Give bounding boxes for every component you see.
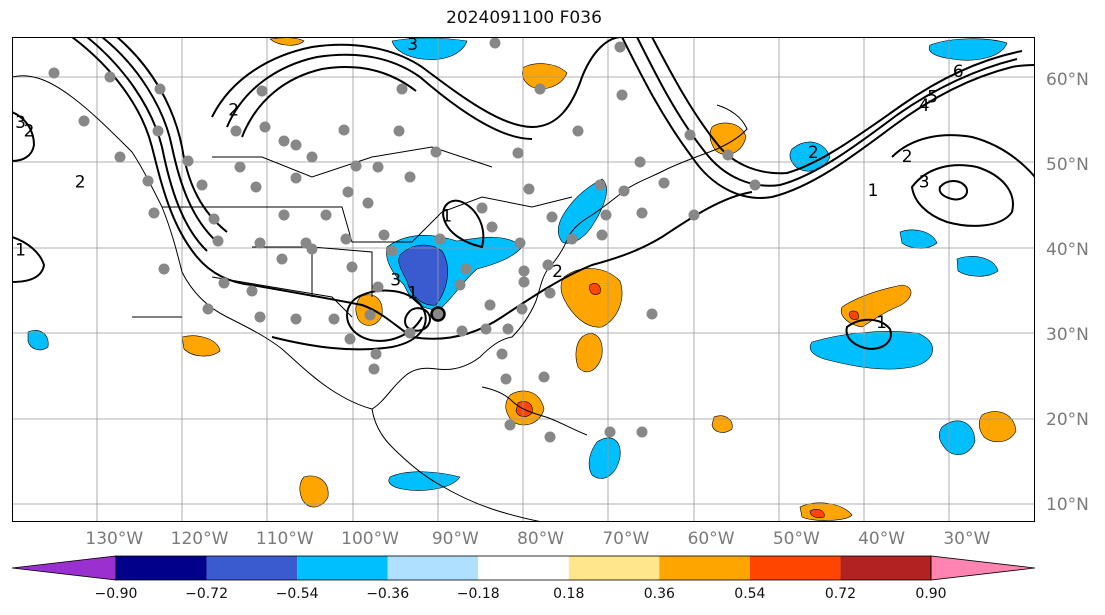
contour-label: 3 [15,113,26,133]
colorbar-label: 0.18 [553,586,585,602]
colorbar-segment [478,556,569,580]
colorbar-segment [749,556,841,580]
colorbar-label: 0.36 [643,586,675,602]
colorbar-segment [297,556,388,580]
latitude-label: 10°N [1046,494,1089,515]
contour-label: 2 [24,122,35,142]
contour-label: 6 [953,62,964,82]
contour-label: 2 [228,100,239,120]
highlight-station [430,306,446,322]
map-frame [12,37,1035,522]
colorbar-label: 0.72 [824,586,857,602]
longitude-label: 80°W [517,529,565,549]
colorbar-segment [206,556,298,580]
latitude-label: 50°N [1046,154,1089,175]
contour-label: 1 [407,283,418,303]
coastlines [12,75,748,522]
negative-anomaly-areas [27,37,1008,491]
longitude-label: 90°W [431,529,479,549]
longitude-label: 110°W [255,529,314,549]
longitude-label: 120°W [170,529,229,549]
latitude-label: 20°N [1046,409,1089,430]
contour-label: 5 [927,88,938,108]
contour-label: 2 [902,147,913,167]
longitude-label: 50°W [772,529,820,549]
longitude-label: 40°W [858,529,906,549]
colorbar-label: 0.54 [734,586,766,602]
colorbar-segment [116,556,207,580]
colorbar-segment [659,556,750,580]
contour-lines [12,37,1035,351]
colorbar-segment [387,556,479,580]
colorbar-label: −0.72 [185,586,228,602]
colorbar-label: −0.54 [275,586,319,602]
longitude-label: 30°W [943,529,991,549]
map-title: 2024091100 F036 [446,8,602,28]
contour-label: 2 [808,143,819,163]
contour-label: 3 [919,173,930,193]
colorbar-frame [115,555,932,581]
contour-label: 2 [552,262,563,282]
station-markers [48,37,761,443]
gridlines [12,37,1035,522]
colorbar-label: 0.90 [915,586,947,602]
colorbar-label: −0.90 [94,586,138,602]
longitude-label: 100°W [341,529,399,549]
colorbar [12,555,1035,581]
contour-label: 3 [390,271,401,291]
contour-label: 1 [868,181,879,201]
colorbar-label: −0.18 [456,586,500,602]
longitude-label: 130°W [85,529,144,549]
latitude-label: 60°N [1046,69,1089,90]
contour-label: 1 [15,241,26,261]
contour-label: 4 [919,96,930,116]
latitude-label: 40°N [1046,239,1089,260]
contour-label: 1 [876,313,887,333]
contour-label: 1 [441,207,452,227]
contour-label: 3 [407,37,418,55]
colorbar-segment [568,556,660,580]
longitude-label: 70°W [602,529,650,549]
colorbar-extend-high [930,555,1035,581]
colorbar-label: −0.36 [366,586,410,602]
contour-label: 2 [75,173,86,193]
colorbar-extend-low [12,555,117,581]
latitude-label: 30°N [1046,324,1089,345]
colorbar-segment [840,556,931,580]
longitude-label: 60°W [687,529,735,549]
